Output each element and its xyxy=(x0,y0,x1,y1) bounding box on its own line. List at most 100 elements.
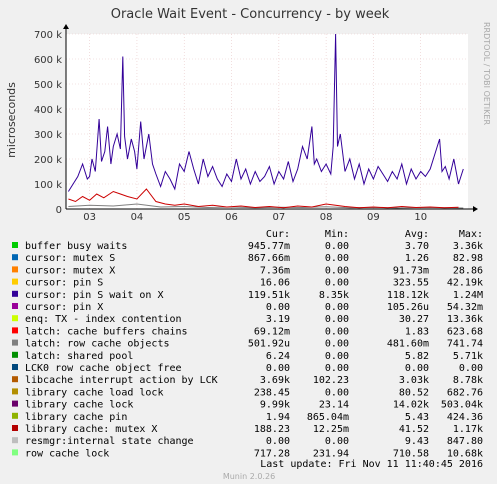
legend-swatch xyxy=(12,290,18,297)
legend-cur-value: 3.19 xyxy=(266,314,290,325)
legend-series-name: cursor: mutex X xyxy=(25,265,115,276)
legend-min-value: 0.00 xyxy=(325,278,349,289)
legend-cur-value: 16.06 xyxy=(260,278,290,289)
y-tick-label: 300 k xyxy=(34,130,62,141)
legend-series-name: libcache interrupt action by LCK xyxy=(25,375,218,386)
legend-cur-value: 0.00 xyxy=(266,302,290,313)
legend-min-value: 231.94 xyxy=(313,448,349,459)
legend-avg-value: 3.70 xyxy=(405,241,429,252)
legend-max-value: 54.32m xyxy=(447,302,483,313)
rrdtool-credit: RRDTOOL / TOBI OETIKER xyxy=(482,22,491,125)
legend-cur-value: 119.51k xyxy=(248,290,290,301)
legend-min-value: 0.00 xyxy=(325,265,349,276)
legend-avg-value: 9.43 xyxy=(405,436,429,447)
legend-header: Avg: xyxy=(405,229,429,240)
legend-avg-value: 91.73m xyxy=(393,265,429,276)
legend-swatch xyxy=(12,278,18,285)
legend-header: Max: xyxy=(459,229,483,240)
legend-min-value: 0.00 xyxy=(325,241,349,252)
series-line xyxy=(67,33,464,192)
legend-swatch xyxy=(12,437,18,444)
legend-series-name: library cache pin xyxy=(25,412,127,423)
legend-series-name: cursor: mutex S xyxy=(25,253,115,264)
legend-avg-value: 0.00 xyxy=(405,363,429,374)
legend-max-value: 741.74 xyxy=(447,339,483,350)
legend-min-value: 0.00 xyxy=(325,339,349,350)
legend-series-name: resmgr:internal state change xyxy=(25,436,194,447)
legend-min-value: 0.00 xyxy=(325,436,349,447)
legend-swatch xyxy=(12,425,18,431)
legend-max-value: 0.00 xyxy=(459,363,483,374)
y-tick-label: 500 k xyxy=(34,80,62,91)
legend-series-name: row cache lock xyxy=(25,448,109,459)
legend-series-name: latch: row cache objects xyxy=(25,339,170,350)
legend-swatch xyxy=(12,449,18,456)
legend-swatch xyxy=(12,242,18,248)
legend-series-name: cursor: pin X xyxy=(25,302,103,313)
legend-cur-value: 9.99k xyxy=(260,400,290,411)
legend-cur-value: 238.45 xyxy=(254,387,290,398)
legend-min-value: 0.00 xyxy=(325,351,349,362)
chart-title: Oracle Wait Event - Concurrency - by wee… xyxy=(111,7,390,22)
legend-avg-value: 30.27 xyxy=(399,314,429,325)
legend-swatch xyxy=(12,327,18,334)
y-tick-label: 0 xyxy=(56,205,62,216)
legend-avg-value: 323.55 xyxy=(393,278,429,289)
legend-cur-value: 1.94 xyxy=(266,412,290,423)
x-axis-arrow xyxy=(473,206,478,212)
legend-swatch xyxy=(12,315,18,322)
legend-min-value: 12.25m xyxy=(313,424,349,435)
legend-avg-value: 5.43 xyxy=(405,412,429,423)
legend-avg-value: 481.60m xyxy=(387,339,429,350)
legend-swatch xyxy=(12,400,18,407)
munin-version: Munin 2.0.26 xyxy=(223,472,275,481)
legend-max-value: 5.71k xyxy=(453,351,483,362)
legend-cur-value: 945.77m xyxy=(248,241,290,252)
legend-avg-value: 5.82 xyxy=(405,351,429,362)
legend-max-value: 10.68k xyxy=(447,448,483,459)
y-tick-label: 600 k xyxy=(34,55,62,66)
legend-series-name: library cache load lock xyxy=(25,387,163,398)
x-tick-label: 09 xyxy=(367,212,380,223)
legend-max-value: 503.04k xyxy=(441,400,483,411)
y-axis-label: microseconds xyxy=(5,82,18,158)
legend-cur-value: 7.36m xyxy=(260,265,290,276)
legend-avg-value: 118.12k xyxy=(387,290,429,301)
legend-series-name: LCK0 row cache object free xyxy=(25,363,182,374)
series-line xyxy=(68,203,464,209)
legend-series-name: library cache lock xyxy=(25,400,133,411)
legend-swatch xyxy=(12,364,18,370)
legend-swatch xyxy=(12,254,18,261)
legend-max-value: 3.36k xyxy=(453,241,483,252)
legend-swatch xyxy=(12,412,18,419)
legend-min-value: 8.35k xyxy=(319,290,349,301)
legend-series-name: latch: shared pool xyxy=(25,351,133,362)
legend-cur-value: 69.12m xyxy=(254,326,290,337)
legend-swatch xyxy=(12,376,18,383)
legend-avg-value: 3.03k xyxy=(399,375,429,386)
x-tick-label: 06 xyxy=(225,212,238,223)
legend-max-value: 424.36 xyxy=(447,412,483,423)
legend-min-value: 0.00 xyxy=(325,363,349,374)
legend-min-value: 0.00 xyxy=(325,326,349,337)
legend-min-value: 0.00 xyxy=(325,314,349,325)
legend-avg-value: 14.02k xyxy=(393,400,429,411)
plot-area xyxy=(66,34,468,209)
series-line xyxy=(68,188,459,209)
x-tick-label: 03 xyxy=(83,212,96,223)
legend-max-value: 82.98 xyxy=(453,253,483,264)
legend-min-value: 0.00 xyxy=(325,387,349,398)
legend-swatch xyxy=(12,303,18,309)
y-tick-label: 200 k xyxy=(34,155,62,166)
legend-avg-value: 80.52 xyxy=(399,387,429,398)
legend-min-value: 23.14 xyxy=(319,400,349,411)
legend-cur-value: 6.24 xyxy=(266,351,290,362)
x-tick-label: 04 xyxy=(131,212,144,223)
legend-cur-value: 188.23 xyxy=(254,424,290,435)
legend-cur-value: 3.69k xyxy=(260,375,290,386)
legend-cur-value: 0.00 xyxy=(266,363,290,374)
legend-min-value: 0.00 xyxy=(325,302,349,313)
legend-min-value: 102.23 xyxy=(313,375,349,386)
legend-series-name: buffer busy waits xyxy=(25,241,127,252)
legend-series-name: enq: TX - index contention xyxy=(25,314,182,325)
